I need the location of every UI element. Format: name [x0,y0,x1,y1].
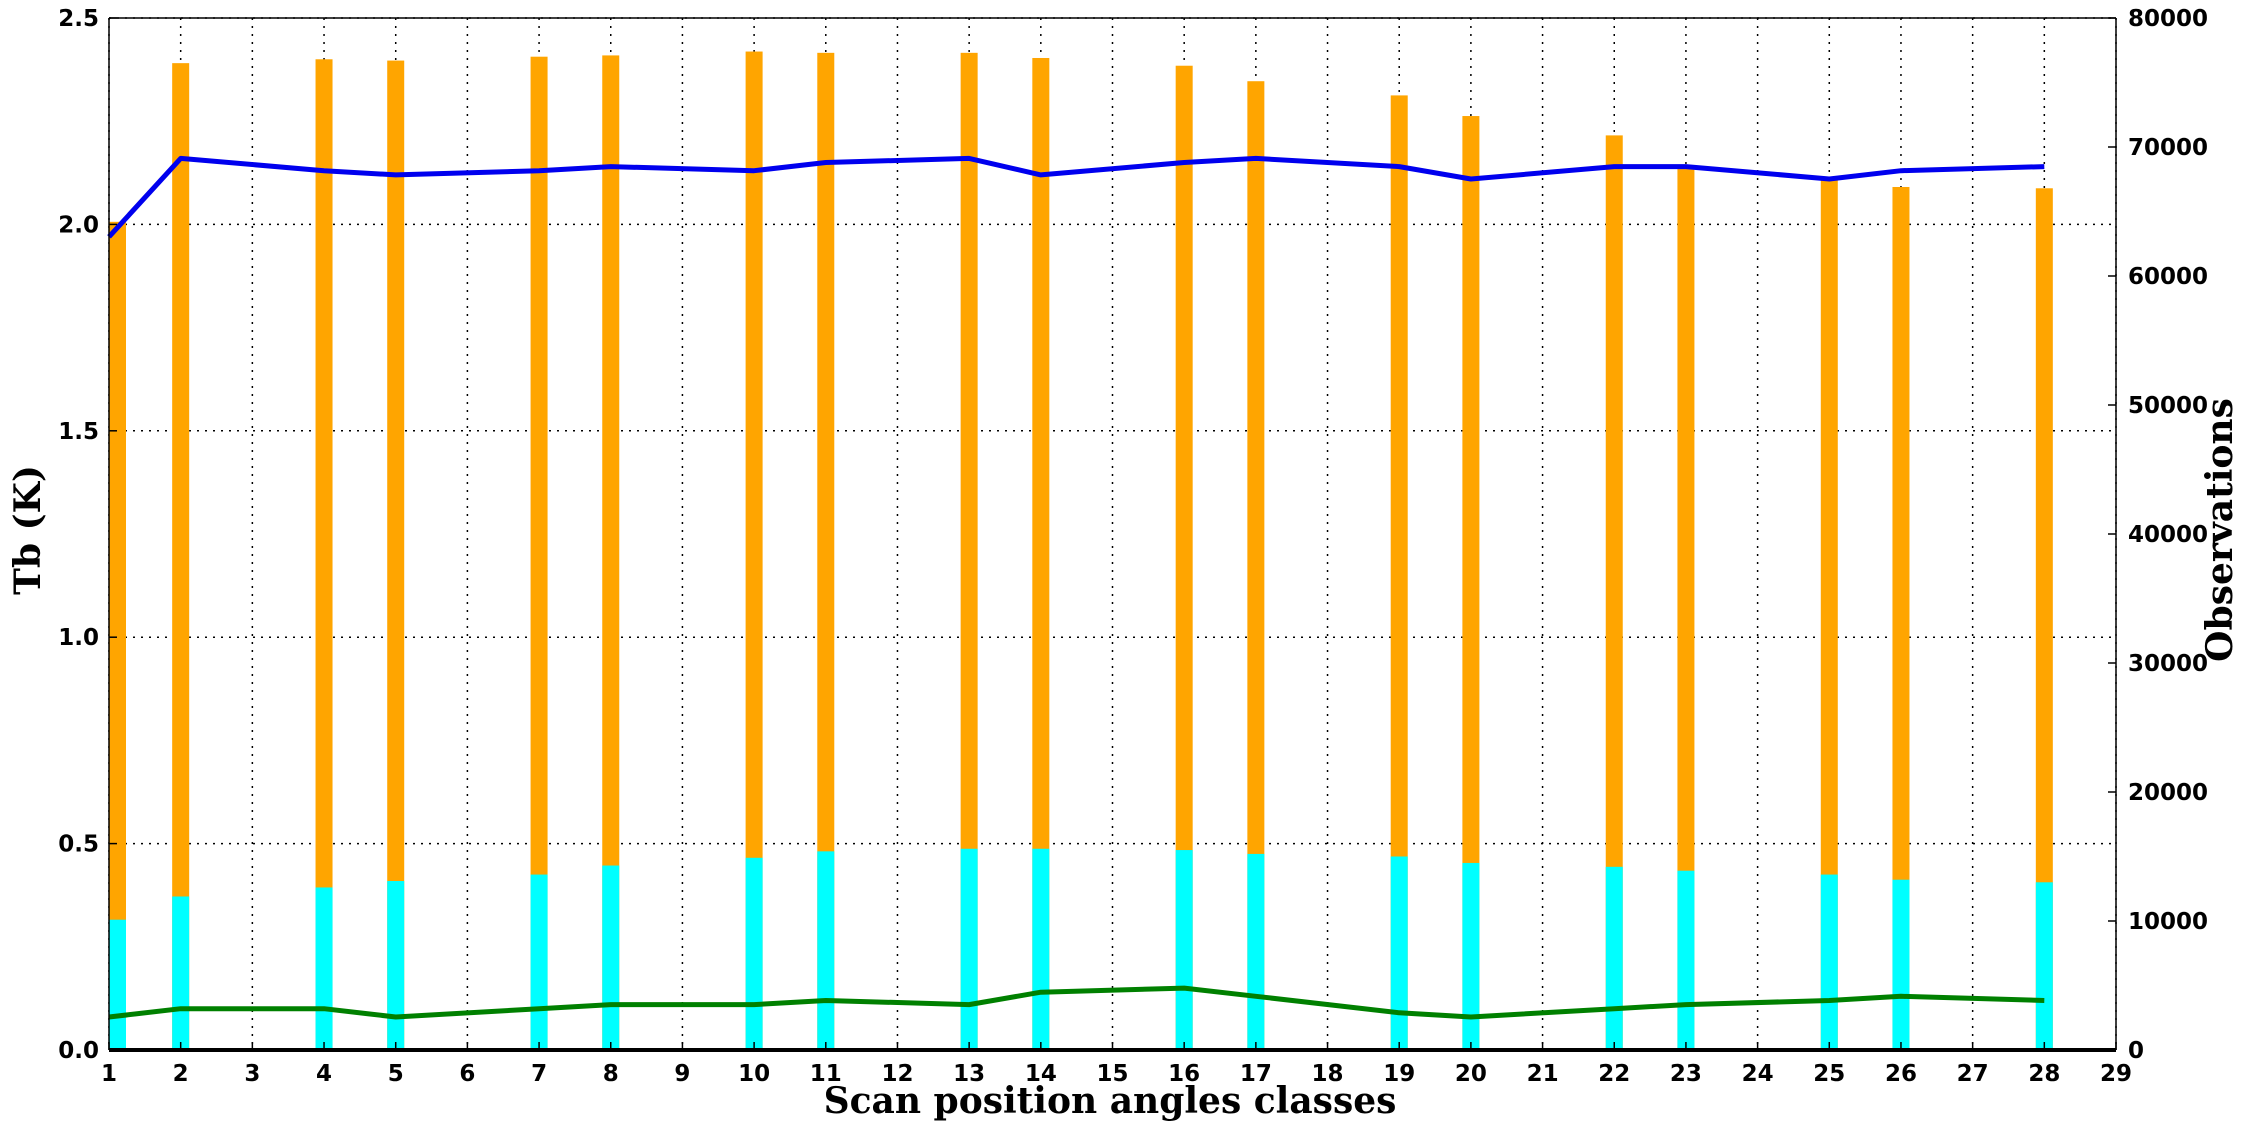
y-left-tick-label: 0.0 [58,1038,99,1064]
bar-cyan [172,896,190,1050]
bar-cyan [1462,862,1480,1050]
y-left-tick-label: 2.5 [58,6,99,32]
bar-cyan [1820,874,1838,1050]
bar-cyan [315,887,333,1050]
bar-cyan [1175,850,1193,1050]
x-tick-label: 29 [2100,1061,2132,1087]
bar-orange [960,52,978,1050]
line-series [107,155,2045,1020]
x-tick-label: 14 [1025,1061,1057,1087]
y-right-tick-label: 40000 [2128,522,2208,548]
axes [108,17,2117,1052]
y-axis-left-label: Tb (K) [7,465,49,595]
y-right-tick-label: 80000 [2128,6,2208,32]
x-tick-label: 17 [1240,1061,1272,1087]
series-line-blue [107,155,2045,239]
y-right-tick-label: 10000 [2128,909,2208,935]
x-tick-label: 23 [1670,1061,1702,1087]
x-tick-label: 4 [316,1061,332,1087]
bar-orange [387,60,405,1050]
bar-cyan [2035,882,2053,1050]
x-tick-label: 26 [1885,1061,1917,1087]
x-tick-label: 8 [603,1061,619,1087]
bar-orange [1605,135,1623,1050]
bar-cyan [1032,848,1050,1050]
bar-orange [1892,186,1910,1051]
x-tick-label: 6 [459,1061,475,1087]
y-left-tick-label: 1.5 [58,419,99,445]
x-tick-label: 10 [738,1061,770,1087]
y-right-tick-label: 70000 [2128,135,2208,161]
x-tick-label: 18 [1312,1061,1344,1087]
bar-series [109,51,2053,1051]
y-right-tick-label: 50000 [2128,393,2208,419]
y-left-tick-label: 2.0 [58,212,99,238]
bar-orange [2035,188,2053,1050]
tick-labels: 1 2 3 4 5 6 7 8 9 10 11 12 13 14 15 16 17 18 19 20 21 22 23 24 2… [58,6,2208,1087]
bar-cyan [387,881,405,1050]
x-tick-label: 15 [1096,1061,1128,1087]
bar-cyan [530,874,548,1050]
x-tick-label: 24 [1742,1061,1774,1087]
bar-orange [602,55,620,1051]
bar-orange [172,63,190,1050]
x-tick-label: 1 [101,1061,117,1087]
x-tick-label: 25 [1813,1061,1845,1087]
bar-cyan [1892,879,1910,1050]
x-tick-label: 2 [173,1061,189,1087]
x-tick-label: 13 [953,1061,985,1087]
x-tick-label: 19 [1383,1061,1415,1087]
y-right-tick-label: 0 [2128,1038,2144,1064]
bar-orange [1032,57,1050,1051]
bar-orange [530,56,548,1050]
bar-orange [745,51,763,1051]
bar-cyan [1677,870,1695,1050]
y-right-tick-label: 30000 [2128,651,2208,677]
bar-orange [315,59,333,1050]
series-line-green [108,985,2045,1020]
y-axis-right-label: Observations [2199,398,2241,662]
x-tick-label: 9 [674,1061,690,1087]
bar-orange [1462,116,1480,1051]
x-tick-label: 27 [1957,1061,1989,1087]
bar-cyan [1247,853,1265,1050]
y-right-tick-label: 60000 [2128,264,2208,290]
bar-orange [1175,65,1193,1051]
y-left-tick-label: 0.5 [58,832,99,858]
bar-cyan [1605,866,1623,1050]
x-tick-label: 5 [388,1061,404,1087]
bar-cyan [109,919,126,1050]
y-left-tick-label: 1.0 [58,625,99,651]
x-tick-label: 3 [244,1061,260,1087]
bar-orange [817,52,835,1050]
bar-orange [1677,165,1695,1050]
x-axis-label: Scan position angles classes [824,1080,1397,1122]
y-right-tick-label: 20000 [2128,780,2208,806]
bar-cyan [960,848,978,1050]
x-tick-label: 28 [2028,1061,2060,1087]
bar-orange [1390,95,1408,1050]
x-tick-label: 11 [810,1061,842,1087]
bar-cyan [1390,856,1408,1050]
x-tick-label: 22 [1598,1061,1630,1087]
x-tick-label: 12 [881,1061,913,1087]
x-tick-label: 7 [531,1061,547,1087]
bar-cyan [817,851,835,1050]
x-tick-label: 16 [1168,1061,1200,1087]
bar-orange [1820,176,1838,1051]
x-tick-label: 20 [1455,1061,1487,1087]
bar-cyan [602,865,620,1050]
bar-cyan [745,857,763,1050]
x-tick-label: 21 [1527,1061,1559,1087]
bar-orange [1247,81,1265,1050]
